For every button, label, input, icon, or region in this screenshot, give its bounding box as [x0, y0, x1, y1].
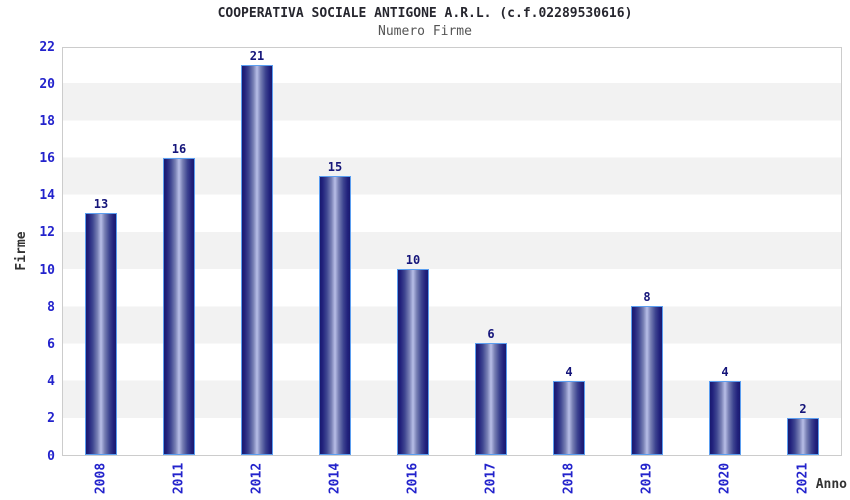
x-tick-label-2012: 2012 [249, 462, 265, 495]
y-tick-label: 10 [39, 262, 55, 278]
bar-2018 [553, 380, 585, 455]
x-tick-label-2019: 2019 [639, 462, 655, 495]
bar-value-label: 2 [799, 401, 807, 416]
x-tick-label-2017: 2017 [483, 462, 499, 495]
y-tick-label: 22 [39, 39, 55, 55]
bar-value-label: 15 [327, 160, 343, 175]
chart-title: COOPERATIVA SOCIALE ANTIGONE A.R.L. (c.f… [217, 6, 633, 21]
bar-value-label: 4 [565, 364, 573, 379]
y-tick-label: 6 [47, 336, 55, 352]
x-tick-label-2014: 2014 [327, 462, 343, 495]
bar-value-label: 13 [93, 197, 109, 212]
bar-2008 [85, 213, 117, 455]
y-tick-label: 8 [47, 299, 55, 315]
y-tick-label: 14 [39, 188, 55, 204]
bar-2016 [397, 269, 429, 455]
y-tick-label: 12 [39, 225, 55, 241]
bar-value-label: 6 [487, 327, 495, 342]
bar-2011 [163, 157, 195, 455]
x-tick-label-2018: 2018 [561, 462, 577, 495]
x-tick-label-2011: 2011 [171, 462, 187, 495]
bar-value-label: 10 [405, 253, 421, 268]
y-tick-label: 20 [39, 76, 55, 92]
bar-value-label: 21 [249, 48, 265, 63]
bar-2017 [475, 343, 507, 455]
x-tick-label-2021: 2021 [795, 462, 811, 495]
x-tick-label-2016: 2016 [405, 462, 421, 495]
x-tick-label-2020: 2020 [717, 462, 733, 495]
y-tick-label: 2 [47, 411, 55, 427]
y-tick-label: 0 [47, 448, 55, 464]
bar-value-label: 16 [171, 141, 187, 156]
bar-value-label: 8 [643, 290, 651, 305]
y-tick-label: 16 [39, 151, 55, 167]
bar-2021 [787, 417, 819, 455]
chart-subtitle: Numero Firme [378, 24, 472, 39]
plot-area [62, 47, 842, 456]
y-tick-label: 18 [39, 113, 55, 129]
x-axis-title: Anno [815, 477, 847, 492]
bar-2020 [709, 380, 741, 455]
y-tick-label: 4 [47, 374, 55, 390]
bar-2012 [241, 64, 273, 455]
bar-2014 [319, 176, 351, 455]
bar-2019 [631, 306, 663, 455]
bar-value-label: 4 [721, 364, 729, 379]
x-tick-label-2008: 2008 [93, 462, 109, 495]
